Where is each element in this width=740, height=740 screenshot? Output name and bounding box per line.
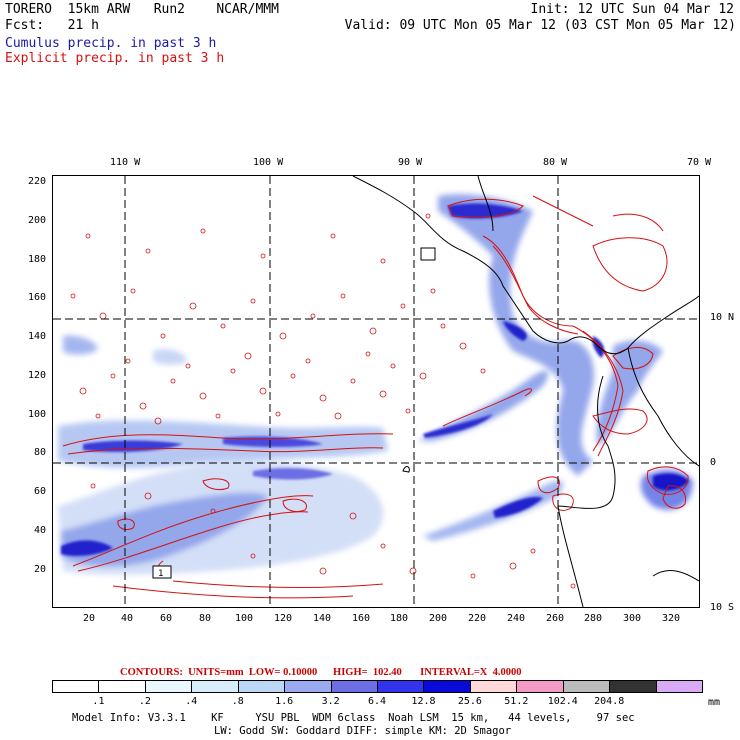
box-marker-label: 1 [158,569,163,579]
lon-label-90w: 90 W [398,157,423,168]
y-tick: 40 [34,525,47,536]
x-tick: 20 [83,613,96,624]
y-tick: 60 [34,486,47,497]
x-tick: 240 [507,613,526,624]
lon-label-110w: 110 W [110,157,141,168]
colorbar-units: mm [708,697,721,708]
colorbar-swatch [655,680,703,693]
x-tick: 40 [121,613,134,624]
x-tick: 120 [274,613,293,624]
model-title: TORERO 15km ARW Run2 NCAR/MMM [5,2,279,17]
model-info-line2: LW: Godd SW: Goddard DIFF: simple KM: 2D… [214,725,512,737]
cumulus-precip-shading [58,194,693,575]
init-time: Init: 12 UTC Sun 04 Mar 12 [530,2,735,17]
lat-label-0: 0 [710,457,717,468]
lon-label-70w: 70 W [687,157,712,168]
colorbar-swatch [144,680,193,693]
y-tick: 80 [34,447,47,458]
x-tick: 260 [546,613,565,624]
colorbar-label: 204.8 [594,696,625,707]
colorbar-swatch [562,680,611,693]
y-tick: 120 [28,370,47,381]
lat-label-10s: 10 S [710,602,735,613]
colorbar-swatch [284,680,332,693]
model-info-line1: Model Info: V3.3.1 KF YSU PBL WDM 6class… [72,712,635,724]
x-tick: 320 [662,613,681,624]
x-tick: 300 [623,613,642,624]
colorbar-label: 102.4 [547,696,578,707]
explicit-precip-label: Explicit precip. in past 3 h [5,51,225,66]
colorbar-label: 51.2 [504,696,529,707]
colorbar-swatch [423,680,471,693]
y-tick: 200 [28,215,47,226]
x-tick: 100 [235,613,254,624]
colorbar-label: 12.8 [411,696,436,707]
x-tick: 160 [352,613,371,624]
forecast-hour: Fcst: 21 h [5,18,99,33]
y-tick: 220 [28,176,47,187]
colorbar-label: .2 [138,696,151,707]
x-tick: 200 [429,613,448,624]
coastlines [352,176,699,607]
colorbar-swatch [516,680,564,693]
contours-info: CONTOURS: UNITS=mm LOW= 0.10000 HIGH= 10… [120,667,522,678]
y-tick: 160 [28,292,47,303]
x-tick: 180 [390,613,409,624]
x-tick: 80 [199,613,212,624]
colorbar-label: 3.2 [321,696,340,707]
explicit-precip-contours [62,195,689,599]
colorbar-label: 25.6 [457,696,482,707]
x-tick: 140 [313,613,332,624]
x-tick: 60 [160,613,173,624]
colorbar-label: .8 [231,696,244,707]
colorbar-label: .4 [185,696,198,707]
colorbar-swatch [330,680,378,693]
colorbar-swatch [98,680,146,693]
valid-time: Valid: 09 UTC Mon 05 Mar 12 (03 CST Mon … [344,18,736,33]
colorbar-swatch [237,680,286,693]
colorbar-label: 6.4 [368,696,387,707]
colorbar-swatch [191,680,239,693]
x-tick: 280 [584,613,603,624]
box-markers: 1 [152,247,436,579]
lat-label-10n: 10 N [710,312,735,323]
precip-map: 1 [52,175,700,608]
lon-label-100w: 100 W [253,157,284,168]
colorbar-swatch [469,680,518,693]
y-tick: 180 [28,254,47,265]
colorbar-swatch [609,680,657,693]
colorbar-swatch [377,680,425,693]
colorbar-swatch [52,680,100,693]
colorbar-label: 1.6 [275,696,294,707]
x-tick: 220 [468,613,487,624]
y-tick: 140 [28,331,47,342]
explicit-precip-speckles [70,213,576,589]
precip-map-canvas: 1 [53,176,699,607]
cumulus-precip-label: Cumulus precip. in past 3 h [5,36,217,51]
lon-label-80w: 80 W [543,157,568,168]
colorbar-label: .1 [92,696,105,707]
y-tick: 20 [34,564,47,575]
y-tick: 100 [28,409,47,420]
